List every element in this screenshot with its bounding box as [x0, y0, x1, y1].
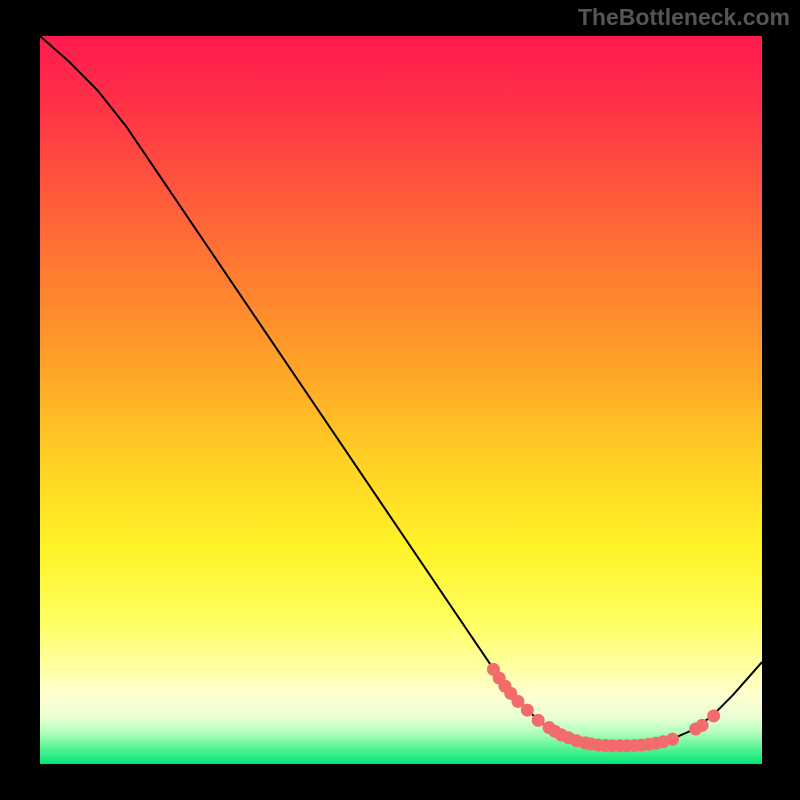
data-marker	[666, 733, 679, 746]
watermark-text: TheBottleneck.com	[578, 4, 790, 31]
chart-frame: TheBottleneck.com	[0, 0, 800, 800]
data-marker	[707, 709, 720, 722]
bottleneck-curve-chart	[40, 36, 762, 764]
data-marker	[696, 719, 709, 732]
data-marker	[532, 714, 545, 727]
data-marker	[521, 704, 534, 717]
